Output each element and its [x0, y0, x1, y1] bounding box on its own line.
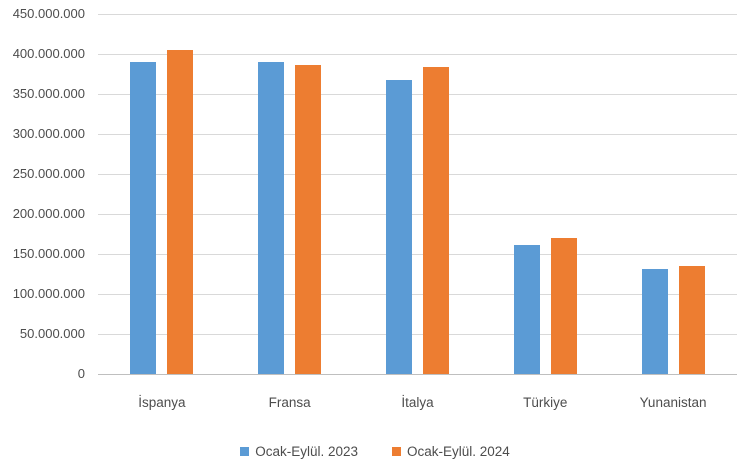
y-gridline: [98, 253, 737, 255]
y-axis-tick-label: 100.000.000: [12, 286, 85, 301]
y-gridline: [98, 93, 737, 95]
y-gridline: [98, 53, 737, 55]
bar-türkiye-2023: [513, 245, 540, 374]
x-axis-category-label: Türkiye: [523, 395, 568, 410]
x-axis-category-label: İtalya: [401, 395, 434, 410]
y-gridline: [98, 173, 737, 175]
y-axis-tick-label: 400.000.000: [12, 46, 85, 61]
y-axis-tick-label: 200.000.000: [12, 206, 85, 221]
y-gridline: [98, 333, 737, 335]
y-axis-tick-label: 250.000.000: [12, 166, 85, 181]
y-gridline: [98, 133, 737, 135]
bar-fransa-2024: [295, 65, 322, 374]
legend-swatch-icon: [392, 446, 401, 456]
y-gridline: [98, 13, 737, 15]
x-axis-category-label: Fransa: [268, 395, 311, 410]
bar-yunanistan-2023: [641, 269, 668, 374]
legend-label: Ocak-Eylül. 2024: [407, 443, 510, 459]
y-axis-tick-label: 150.000.000: [12, 246, 85, 261]
legend-label: Ocak-Eylül. 2023: [255, 443, 358, 459]
bar-türkiye-2024: [550, 238, 577, 374]
y-axis-tick-label: 0: [77, 366, 85, 381]
bar-i̇spanya-2024: [167, 50, 194, 374]
x-axis-line: [98, 373, 737, 375]
y-axis-tick-label: 50.000.000: [19, 326, 85, 341]
bar-yunanistan-2024: [678, 266, 705, 374]
x-axis-category-label: İspanya: [138, 395, 186, 410]
x-axis-category-label: Yunanistan: [639, 395, 707, 410]
legend-item-2024: Ocak-Eylül. 2024: [392, 444, 510, 459]
legend: Ocak-Eylül. 2023 Ocak-Eylül. 2024: [0, 440, 750, 462]
y-gridline: [98, 293, 737, 295]
y-axis-tick-label: 300.000.000: [12, 126, 85, 141]
legend-swatch-icon: [240, 446, 250, 456]
bar-i̇talya-2023: [386, 80, 412, 374]
bar-i̇talya-2024: [423, 66, 449, 374]
y-axis-tick-label: 350.000.000: [12, 86, 85, 101]
bar-fransa-2023: [258, 62, 285, 374]
y-gridline: [98, 213, 737, 215]
bar-i̇spanya-2023: [130, 62, 157, 374]
y-axis-tick-label: 450.000.000: [12, 6, 85, 21]
legend-item-2023: Ocak-Eylül. 2023: [240, 444, 358, 459]
